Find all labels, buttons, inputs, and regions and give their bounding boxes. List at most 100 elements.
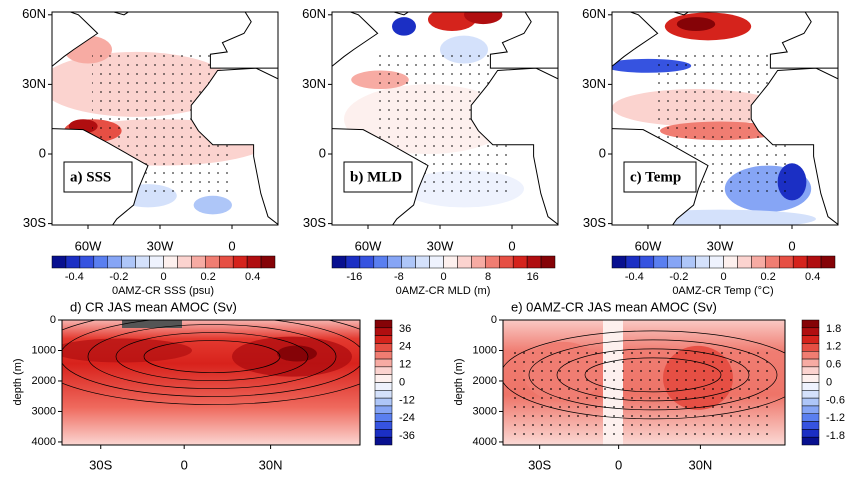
colorbar-cell	[709, 255, 724, 269]
lat-label: 60N	[582, 6, 606, 21]
x-tick-label: 30N	[259, 457, 283, 472]
colorbar-cell	[667, 255, 682, 269]
colorbar-cell	[443, 255, 458, 269]
colorbar-cell	[374, 319, 393, 329]
colorbar-cell	[415, 255, 430, 269]
y-tick-label: 0	[491, 314, 497, 326]
colorbar-cell	[331, 255, 347, 269]
colorbar-cell	[191, 255, 206, 269]
contour	[503, 330, 785, 420]
colorbar-cell	[512, 255, 528, 269]
colorbar-tick-label: 24	[399, 341, 411, 353]
colorbar-cell	[801, 327, 820, 336]
colorbar-cell	[401, 255, 416, 269]
colorbar-cell	[779, 255, 794, 269]
section-frame	[502, 319, 786, 446]
colorbar-cell	[429, 255, 444, 269]
contour	[556, 348, 750, 402]
colorbar-cell	[374, 397, 393, 407]
colorbar-tick-label: 36	[399, 323, 411, 335]
colorbar-cell	[611, 255, 627, 269]
colorbar-cell	[374, 358, 393, 368]
x-tick-label: 30S	[528, 457, 551, 472]
section-panel: d) CR JAS mean AMOC (Sv) depth (m) 0 1000 20…	[12, 299, 415, 472]
colorbar-cell	[374, 413, 393, 422]
colorbar-cell	[374, 335, 393, 344]
coastline	[612, 12, 659, 67]
colorbar-cell	[695, 255, 710, 269]
colorbar-tick-label: 0.2	[760, 271, 775, 283]
colorbar-cell	[51, 255, 67, 269]
x-tick-label: 0	[615, 457, 622, 472]
coastline	[391, 12, 410, 16]
anomaly-patch	[392, 17, 416, 36]
y-tick-label: 2000	[32, 375, 56, 387]
colorbar-cell	[374, 351, 393, 360]
map-frame	[331, 11, 559, 226]
colorbar-tick-label: 0	[160, 271, 166, 283]
lat-label: 0	[319, 145, 326, 160]
lon-label: 0	[788, 238, 795, 253]
colorbar-cell	[373, 255, 388, 269]
lon-label: 60W	[355, 238, 382, 253]
colorbar-tick-label: -16	[346, 271, 362, 283]
colorbar-tick-label: 0.6	[826, 359, 841, 371]
colorbar-cell	[653, 255, 668, 269]
lat-label: 60N	[22, 6, 46, 21]
colorbar-cell	[457, 255, 472, 269]
colorbar-cell	[639, 255, 655, 269]
field	[332, 12, 558, 225]
lon-label: 60W	[635, 238, 662, 253]
lat-label: 30N	[302, 76, 326, 91]
lat-label: 30S	[303, 215, 326, 230]
colorbar-tick-label: -8	[394, 271, 404, 283]
panel-label: a) SSS	[70, 169, 111, 185]
lon-label: 30W	[147, 238, 174, 253]
map-frame	[611, 11, 839, 226]
colorbar-cell	[801, 405, 820, 414]
colorbar-cell	[801, 382, 820, 391]
colorbar-cell	[345, 255, 361, 269]
contour	[143, 340, 281, 373]
colorbar-cell	[801, 397, 820, 407]
colorbar-cell	[806, 255, 822, 269]
surface	[122, 320, 182, 328]
y-axis-label: depth (m)	[453, 358, 465, 405]
panel-label: c) Temp	[630, 169, 681, 185]
colorbar-tick-label: -36	[399, 430, 415, 442]
x-tick-label: 30N	[688, 457, 712, 472]
label-box	[343, 161, 413, 193]
colorbar-tick-label: 12	[399, 359, 411, 371]
colorbar-tick-label: -1.8	[826, 430, 845, 442]
coastline	[489, 12, 558, 69]
colorbar-tick-label: -12	[399, 394, 415, 406]
anomaly-patch	[428, 12, 476, 32]
colorbar-title: 0AMZ-CR MLD (m)	[396, 285, 491, 297]
colorbar-cell	[625, 255, 641, 269]
section-title: d) CR JAS mean AMOC (Sv)	[70, 299, 237, 314]
colorbar-cell	[801, 374, 820, 383]
y-tick-label: 3000	[473, 405, 497, 417]
colorbar-cell	[801, 366, 820, 375]
colorbar-cell	[801, 413, 820, 422]
colorbar-tick-label: 0	[826, 376, 832, 388]
y-tick-label: 4000	[32, 436, 56, 448]
colorbar-cell	[765, 255, 780, 269]
colorbar-tick-label: 0.2	[200, 271, 215, 283]
colorbar-cell	[374, 343, 393, 352]
colorbar-cell	[485, 255, 500, 269]
colorbar-cell	[79, 255, 95, 269]
colorbar-cell	[801, 390, 820, 399]
colorbar-cell	[374, 429, 393, 438]
x-tick-label: 30S	[89, 457, 112, 472]
colorbar-cell	[232, 255, 248, 269]
colorbar-cell	[820, 255, 836, 269]
lat-label: 0	[39, 145, 46, 160]
colorbar-cell	[374, 327, 393, 336]
colorbar-tick-label: -0.2	[109, 271, 128, 283]
coastline	[111, 12, 130, 16]
contour	[62, 320, 360, 397]
y-tick-label: 2000	[473, 375, 497, 387]
colorbar-tick-label: 0	[399, 376, 405, 388]
coastline	[750, 67, 838, 225]
